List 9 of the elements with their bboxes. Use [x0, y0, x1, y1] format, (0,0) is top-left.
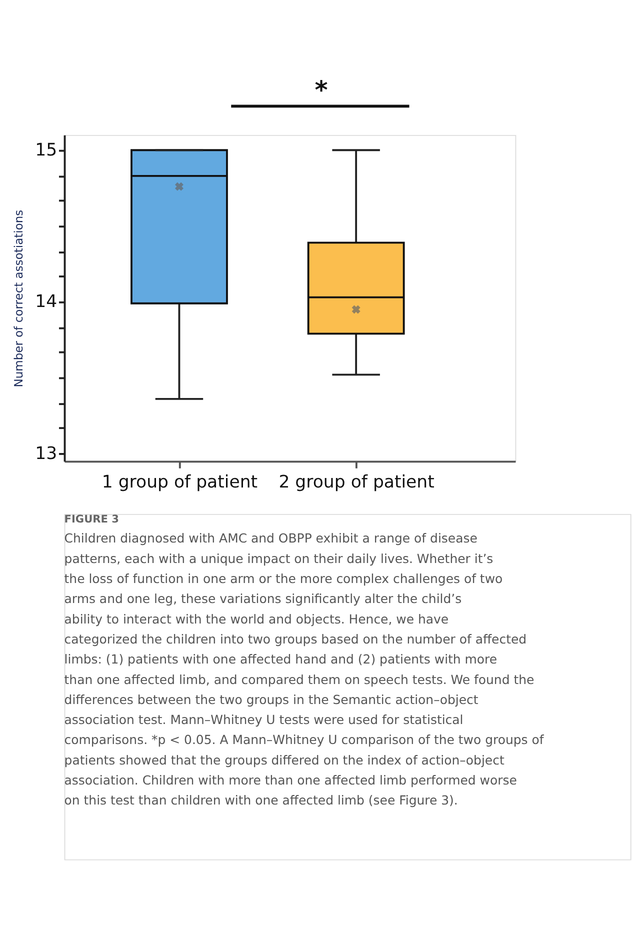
y-tick-label: 15	[35, 140, 58, 160]
x-tick-label: 2 group of patient	[278, 472, 435, 493]
x-tick-label: 1 group of patient	[102, 472, 258, 493]
y-tick-label: 13	[35, 444, 58, 464]
text: Children diagnosed with AMC and OBPP exhibit a range of disease patterns, each with a unique impact on their daily lives. Whether it’s the loss of function in one arm or the more complex challenges of two arms and one leg, these variations significantly alter the child’s ability to interact with the world and objects. Hence, we have categorized the children into two groups based on the number of affected limbs: (1) patients with one affected hand and (2) patients with more than one affected limb, and compared them on speech tests. We found the differences between the two groups in the Semantic action–object association test. Mann–Whitney U tests were used for statistical comparisons. *p < 0.05. A Mann–Whitney U comparison of the two groups of patients showed that the groups differed on the index of action–object association. Children with more than one affected limb performed worse on this test than children with one affected limb (see Figure 3).	[64, 530, 544, 808]
y-tick-label: 14	[35, 292, 58, 312]
text: *	[314, 75, 328, 104]
y-axis-title: Number of correct assotiations	[12, 210, 26, 388]
caption: FIGURE 3	[64, 514, 119, 526]
